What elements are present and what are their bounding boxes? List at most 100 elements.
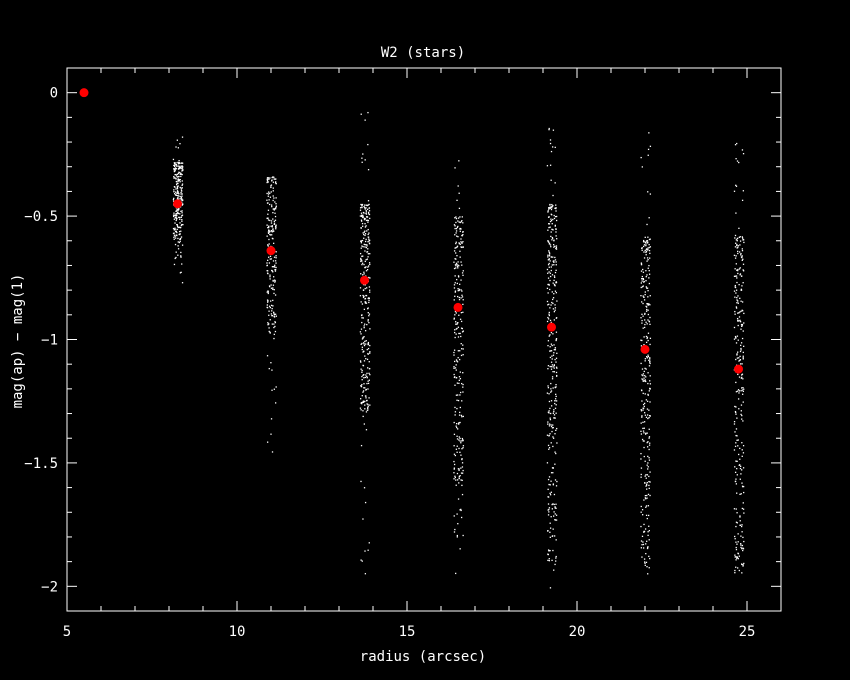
scatter-point <box>644 360 646 362</box>
scatter-point <box>642 285 644 287</box>
scatter-point <box>551 291 553 293</box>
scatter-point <box>553 364 555 366</box>
scatter-point <box>454 528 456 531</box>
scatter-point <box>643 370 645 373</box>
scatter-point <box>644 528 647 530</box>
scatter-point <box>735 336 737 339</box>
scatter-point <box>548 303 550 306</box>
scatter-point <box>742 564 744 566</box>
scatter-point <box>367 380 369 382</box>
scatter-point <box>462 270 464 272</box>
scatter-point <box>551 237 554 239</box>
scatter-point <box>640 433 643 435</box>
scatter-point <box>549 206 551 208</box>
scatter-point <box>648 359 650 362</box>
scatter-point <box>453 349 456 351</box>
scatter-point <box>742 190 745 192</box>
scatter-point <box>736 417 738 419</box>
scatter-point <box>739 524 741 526</box>
scatter-point <box>455 394 458 396</box>
scatter-point <box>556 300 558 302</box>
scatter-point <box>642 407 644 409</box>
scatter-point <box>733 449 736 451</box>
scatter-point <box>266 199 268 201</box>
scatter-point <box>548 550 550 552</box>
mean-point <box>79 88 89 98</box>
scatter-point <box>735 307 738 309</box>
scatter-point <box>271 369 273 371</box>
scatter-point <box>454 225 456 227</box>
scatter-point <box>645 276 647 278</box>
scatter-point <box>459 440 461 442</box>
scatter-point <box>640 262 643 264</box>
x-tick-label: 20 <box>569 624 586 640</box>
scatter-point <box>551 355 553 357</box>
scatter-point <box>457 185 459 187</box>
scatter-point <box>360 219 363 221</box>
scatter-point <box>454 275 456 277</box>
scatter-point <box>459 378 462 380</box>
scatter-point <box>456 360 458 362</box>
scatter-point <box>546 165 549 167</box>
scatter-point <box>458 332 460 335</box>
scatter-point <box>272 229 274 231</box>
scatter-point <box>648 246 650 249</box>
scatter-point <box>737 552 739 554</box>
scatter-point <box>457 399 460 402</box>
scatter-point <box>648 487 650 490</box>
scatter-point <box>552 146 554 148</box>
scatter-point <box>554 479 557 481</box>
scatter-point <box>455 312 457 314</box>
scatter-point <box>172 232 175 235</box>
scatter-point <box>458 475 461 478</box>
scatter-point <box>737 245 739 247</box>
scatter-point <box>645 254 647 256</box>
scatter-point <box>647 249 649 251</box>
scatter-point <box>275 205 278 207</box>
scatter-point <box>648 436 651 438</box>
scatter-point <box>737 250 739 253</box>
scatter-point <box>274 266 276 268</box>
scatter-point <box>274 208 276 210</box>
scatter-point <box>640 452 642 455</box>
scatter-point <box>459 421 461 424</box>
scatter-point <box>647 394 649 396</box>
scatter-point <box>176 212 178 214</box>
scatter-point <box>741 376 743 379</box>
scatter-point <box>360 247 362 249</box>
scatter-point <box>359 215 362 217</box>
mean-point <box>640 344 650 354</box>
scatter-point <box>548 311 550 314</box>
scatter-point <box>267 323 270 325</box>
scatter-point <box>555 338 557 341</box>
scatter-point <box>273 209 275 211</box>
scatter-point <box>546 268 549 271</box>
scatter-point <box>555 207 557 210</box>
scatter-point <box>177 209 180 211</box>
scatter-point <box>176 234 178 237</box>
scatter-point <box>365 209 367 212</box>
scatter-point <box>361 346 364 348</box>
scatter-point <box>644 367 646 370</box>
scatter-point <box>275 197 277 199</box>
scatter-point <box>364 323 366 325</box>
scatter-point <box>739 467 742 470</box>
scatter-point <box>454 247 456 249</box>
scatter-point <box>271 270 273 272</box>
scatter-point <box>740 310 742 312</box>
scatter-point <box>173 177 175 179</box>
scatter-point <box>461 472 464 474</box>
scatter-point <box>643 432 645 434</box>
scatter-point <box>180 167 182 169</box>
scatter-point <box>179 181 181 183</box>
scatter-point <box>737 269 739 272</box>
scatter-point <box>360 361 362 363</box>
scatter-point <box>649 357 651 359</box>
scatter-point <box>457 394 459 396</box>
scatter-point <box>361 157 363 159</box>
scatter-point <box>645 380 647 383</box>
scatter-point <box>363 344 366 347</box>
scatter-point <box>547 549 550 551</box>
scatter-point <box>270 258 272 260</box>
scatter-point <box>366 377 368 379</box>
